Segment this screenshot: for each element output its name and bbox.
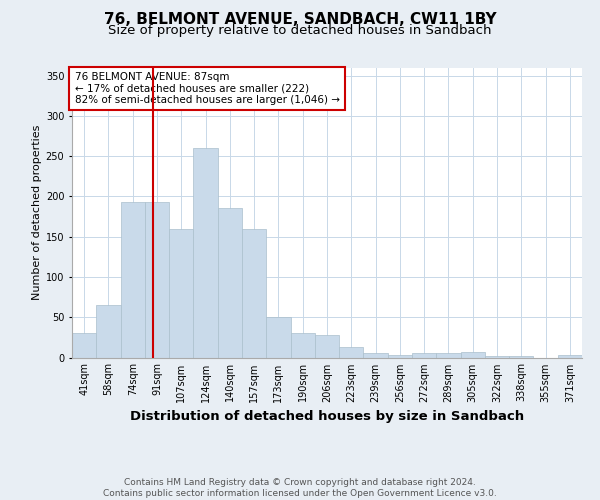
Bar	[509, 356, 533, 358]
Bar	[364, 354, 388, 358]
Bar	[436, 354, 461, 358]
Bar	[339, 347, 364, 358]
Text: 76, BELMONT AVENUE, SANDBACH, CW11 1BY: 76, BELMONT AVENUE, SANDBACH, CW11 1BY	[104, 12, 496, 28]
Bar	[412, 354, 436, 358]
X-axis label: Distribution of detached houses by size in Sandbach: Distribution of detached houses by size …	[130, 410, 524, 423]
Bar	[242, 228, 266, 358]
Bar	[290, 334, 315, 357]
Bar	[72, 334, 96, 357]
Bar	[315, 335, 339, 357]
Y-axis label: Number of detached properties: Number of detached properties	[32, 125, 41, 300]
Bar	[266, 317, 290, 358]
Bar	[558, 355, 582, 358]
Bar	[193, 148, 218, 358]
Bar	[388, 355, 412, 358]
Bar	[461, 352, 485, 358]
Bar	[96, 305, 121, 358]
Text: 76 BELMONT AVENUE: 87sqm
← 17% of detached houses are smaller (222)
82% of semi-: 76 BELMONT AVENUE: 87sqm ← 17% of detach…	[74, 72, 340, 105]
Text: Size of property relative to detached houses in Sandbach: Size of property relative to detached ho…	[108, 24, 492, 37]
Text: Contains HM Land Registry data © Crown copyright and database right 2024.
Contai: Contains HM Land Registry data © Crown c…	[103, 478, 497, 498]
Bar	[145, 202, 169, 358]
Bar	[169, 228, 193, 358]
Bar	[218, 208, 242, 358]
Bar	[121, 202, 145, 358]
Bar	[485, 356, 509, 358]
